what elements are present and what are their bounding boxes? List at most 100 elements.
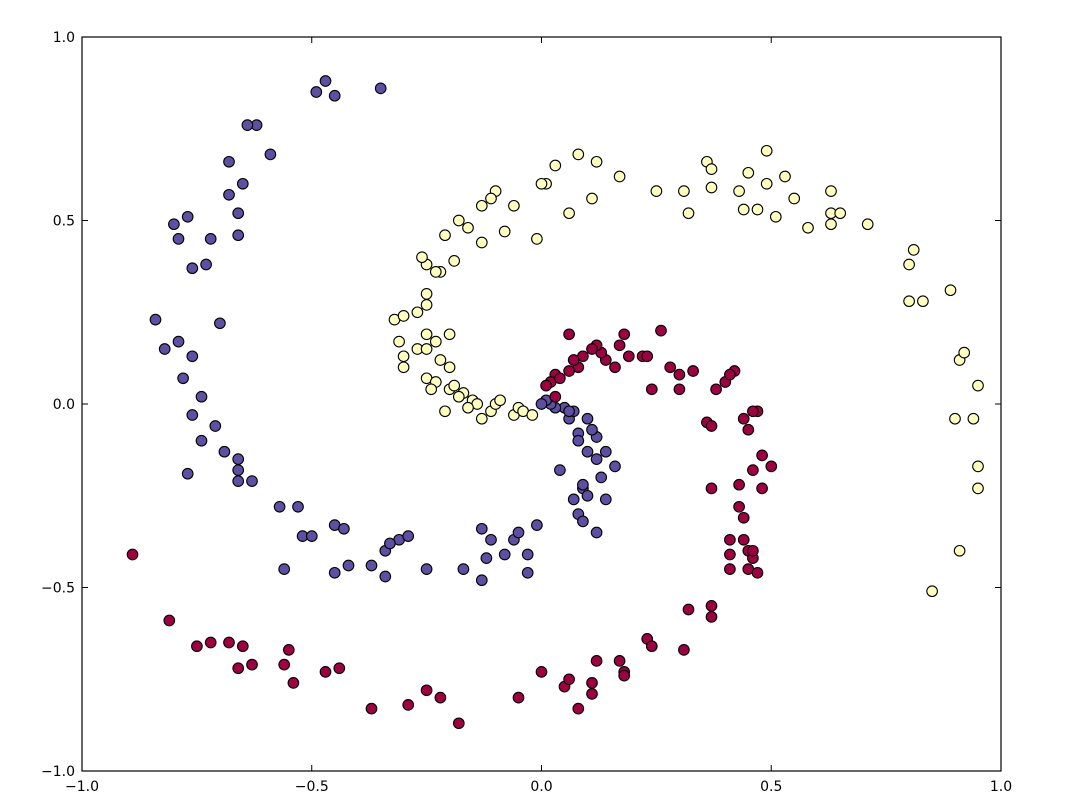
data-point [223, 155, 235, 168]
data-point [618, 328, 631, 341]
data-point [287, 677, 300, 689]
data-point [788, 192, 801, 205]
data-point [214, 317, 226, 330]
data-point [577, 478, 589, 491]
data-point [526, 409, 539, 421]
data-point [397, 350, 410, 363]
data-point [710, 383, 722, 396]
data-point [641, 350, 654, 363]
data-point [168, 218, 180, 231]
x-tick-label: −0.5 [295, 779, 329, 795]
data-point [521, 548, 534, 561]
data-point [577, 515, 589, 528]
data-point [397, 310, 410, 322]
data-point [724, 563, 736, 575]
data-point [613, 655, 626, 667]
data-point [650, 185, 663, 197]
data-point [678, 185, 690, 197]
data-point [586, 688, 598, 700]
data-point [687, 365, 699, 377]
data-point [554, 372, 566, 385]
data-point [705, 600, 718, 612]
data-point [724, 533, 736, 546]
data-point [319, 75, 332, 87]
data-point [586, 343, 598, 355]
data-point [609, 361, 621, 374]
data-point [365, 702, 378, 715]
data-point [531, 233, 543, 245]
data-point [563, 673, 575, 686]
data-point [512, 691, 525, 704]
data-point [535, 177, 548, 190]
data-point [420, 684, 433, 697]
data-point [402, 530, 415, 542]
data-point [462, 401, 474, 414]
data-point [246, 658, 258, 671]
data-point [622, 350, 635, 363]
data-point [282, 644, 295, 656]
data-point [462, 221, 474, 234]
data-point [769, 210, 782, 223]
data-point [581, 489, 594, 502]
data-point [223, 188, 235, 201]
data-point [599, 493, 612, 506]
data-point [747, 544, 759, 557]
data-point [310, 86, 323, 98]
data-point [540, 379, 552, 392]
data-point [586, 677, 598, 689]
data-point [590, 453, 603, 465]
data-point [756, 449, 768, 462]
data-point [917, 295, 929, 308]
data-point [618, 669, 631, 682]
data-point [595, 471, 608, 484]
data-point [531, 519, 543, 531]
data-point [342, 559, 355, 572]
data-point [705, 181, 718, 194]
data-point [751, 566, 764, 579]
data-point [508, 199, 520, 212]
data-point [236, 177, 249, 190]
data-point [434, 691, 447, 704]
data-point [760, 144, 773, 157]
data-point [549, 390, 562, 403]
data-point [494, 394, 506, 407]
data-point [673, 383, 686, 396]
data-point [204, 636, 217, 649]
data-point [172, 233, 185, 245]
data-point [733, 185, 745, 197]
data-point [457, 563, 470, 575]
y-tick-label: 0.0 [53, 397, 75, 413]
data-point [590, 526, 603, 539]
data-point [232, 207, 245, 220]
data-point [751, 203, 764, 216]
data-point [972, 379, 984, 392]
data-point [204, 233, 217, 245]
data-point [678, 644, 690, 656]
data-point [563, 207, 575, 220]
data-point [521, 566, 534, 579]
data-point [246, 475, 258, 487]
data-point [305, 530, 318, 542]
data-point [273, 500, 286, 513]
data-point [825, 185, 837, 197]
data-point [149, 313, 162, 326]
data-point [737, 412, 750, 425]
data-point [586, 423, 598, 436]
data-point [861, 218, 874, 231]
data-point [737, 533, 750, 546]
data-point [384, 537, 396, 550]
data-point [181, 210, 194, 223]
data-point [126, 548, 139, 561]
data-point [452, 214, 465, 227]
data-point [705, 611, 718, 623]
data-point [292, 500, 304, 513]
data-point [195, 434, 208, 447]
ticks-layer: −1.0 −0.5 0.0 0.5 1.0 −1.0 −0.5 0.0 0.5 1.0 [41, 30, 1012, 795]
data-point [673, 368, 686, 381]
data-point [411, 306, 424, 319]
data-point [779, 170, 791, 183]
data-point [802, 221, 814, 234]
data-point [420, 299, 433, 311]
data-point [328, 566, 341, 579]
data-point [590, 655, 603, 667]
